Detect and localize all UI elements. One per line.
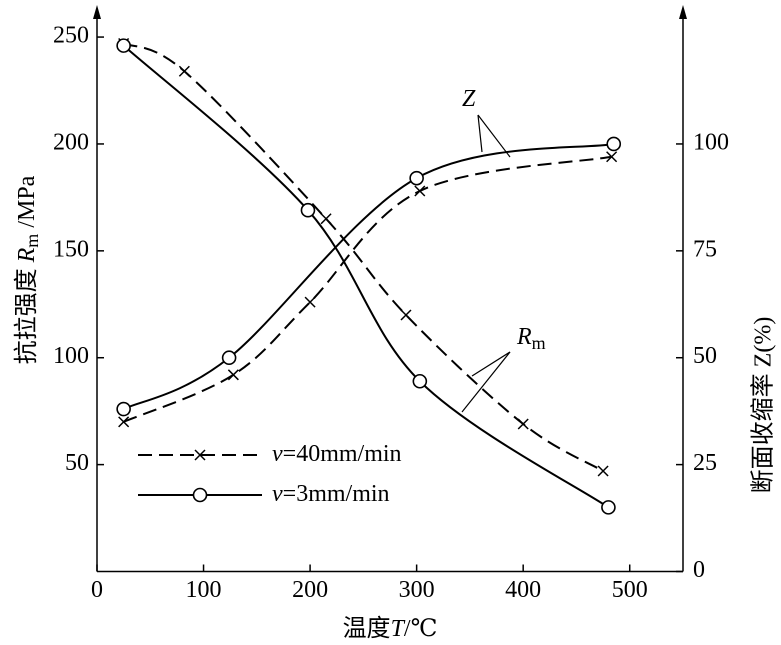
x-tick-label: 400 bbox=[505, 577, 541, 603]
marker-x bbox=[597, 465, 609, 477]
marker-x bbox=[320, 213, 332, 225]
y-axis-arrow bbox=[93, 5, 101, 19]
marker-circle bbox=[116, 401, 131, 417]
legend-label-part: v bbox=[272, 441, 283, 467]
series-line bbox=[123, 155, 612, 423]
y2-tick-label: 100 bbox=[693, 129, 729, 155]
marker-circle bbox=[412, 373, 428, 389]
marker-stroke bbox=[400, 309, 412, 321]
marker-circle bbox=[606, 136, 622, 152]
marker-stroke bbox=[178, 65, 190, 77]
legend-label-part: =40mm/min bbox=[283, 441, 402, 467]
legend-label: v=3mm/min bbox=[272, 481, 390, 507]
legend-label: v=40mm/min bbox=[272, 441, 402, 467]
x-tick-label: 0 bbox=[91, 577, 103, 603]
x-tick-label: 200 bbox=[292, 577, 328, 603]
marker-x bbox=[400, 309, 412, 321]
legend-label-part: v bbox=[272, 481, 283, 507]
annotation: Z bbox=[462, 86, 476, 112]
y-tick-label: 50 bbox=[65, 450, 89, 476]
marker-stroke bbox=[227, 369, 239, 381]
y2-tick-label: 0 bbox=[693, 557, 705, 583]
x-tick-label: 300 bbox=[399, 577, 435, 603]
marker-stroke bbox=[118, 416, 130, 428]
legend-label-part: =3mm/min bbox=[283, 481, 390, 507]
y2-tick-label: 50 bbox=[693, 343, 717, 369]
annotation-subscript: m bbox=[532, 333, 546, 353]
marker-circle bbox=[409, 170, 424, 186]
x-axis-label: 温度T/℃ bbox=[343, 615, 438, 642]
y-tick-label: 250 bbox=[53, 23, 89, 49]
annotation: Rm bbox=[516, 324, 546, 354]
y-tick-label: 100 bbox=[53, 343, 89, 369]
y-tick-label: 200 bbox=[53, 129, 89, 155]
annotation-text: R bbox=[516, 324, 532, 350]
marker-circle bbox=[192, 487, 208, 503]
series-line bbox=[122, 44, 609, 509]
x-label-part: 温度 bbox=[343, 615, 391, 642]
y2-tick-label: 25 bbox=[693, 450, 717, 476]
marker-circle bbox=[116, 38, 131, 53]
x-tick-label: 100 bbox=[186, 577, 222, 603]
marker-stroke bbox=[414, 185, 426, 197]
marker-circle bbox=[221, 350, 237, 366]
y-axis-label: 抗拉强度 Rm/MPa bbox=[13, 175, 43, 364]
marker-x bbox=[178, 65, 190, 77]
marker-x bbox=[606, 151, 618, 163]
marker-x bbox=[227, 369, 239, 381]
y2-tick-label: 75 bbox=[693, 236, 717, 262]
y-tick-label: 150 bbox=[53, 236, 89, 262]
marker-stroke bbox=[320, 213, 332, 225]
y-label-part: R bbox=[14, 247, 40, 263]
x-label-part: T bbox=[391, 616, 406, 642]
x-label-part: /℃ bbox=[404, 616, 438, 642]
y2-axis-arrow bbox=[679, 5, 687, 19]
marker-x bbox=[517, 418, 529, 430]
series-line bbox=[123, 42, 604, 472]
x-tick-label: 500 bbox=[612, 577, 648, 603]
y2-axis-label: 断面收缩率 Z(%) bbox=[750, 317, 777, 494]
y-label-part: /MPa bbox=[14, 175, 40, 227]
marker-stroke bbox=[606, 151, 618, 163]
marker-x bbox=[118, 416, 130, 428]
marker-stroke bbox=[194, 449, 206, 461]
marker-stroke bbox=[517, 418, 529, 430]
series-line bbox=[123, 142, 614, 410]
annotation-arrows bbox=[461, 114, 511, 413]
y-label-part: m bbox=[22, 234, 42, 248]
marker-stroke bbox=[304, 296, 316, 308]
marker-x bbox=[414, 185, 426, 197]
marker-stroke bbox=[597, 465, 609, 477]
marker-circle bbox=[601, 500, 616, 515]
marker-x bbox=[194, 449, 206, 461]
annotation-text: Z bbox=[462, 86, 476, 112]
marker-circle bbox=[300, 202, 316, 218]
marker-x bbox=[304, 296, 316, 308]
y-label-part: 抗拉强度 bbox=[13, 268, 40, 364]
